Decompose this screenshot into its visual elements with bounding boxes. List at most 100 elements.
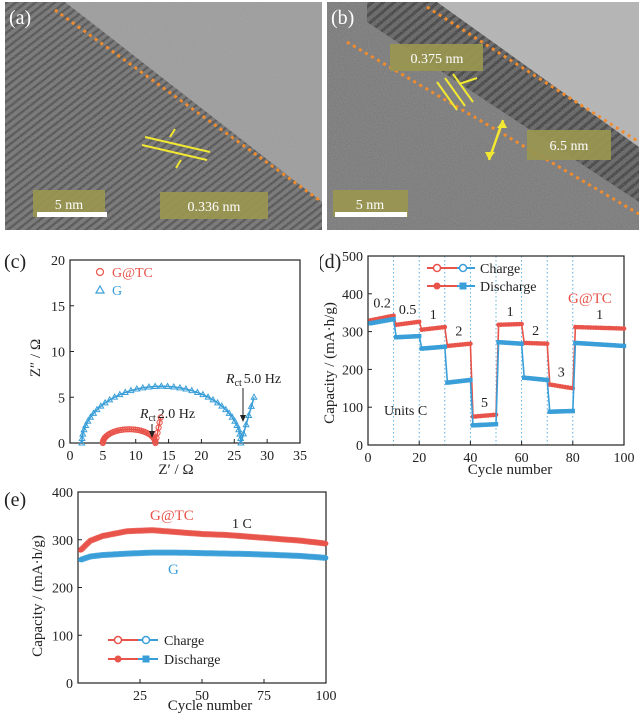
- data-point: [199, 390, 207, 398]
- x-axis-label-e: Cycle number: [168, 698, 253, 714]
- data-point: [383, 318, 389, 323]
- panel-label-b: (b): [331, 7, 354, 29]
- annotation-rct-gtc: Rct 2.0 Hz: [139, 407, 195, 438]
- series-c: [78, 382, 258, 447]
- x-tick-label: 25: [133, 689, 147, 704]
- data-point: [151, 382, 159, 389]
- data-point: [416, 319, 422, 325]
- data-point: [498, 340, 504, 345]
- measurement-label: 0.336 nm: [188, 200, 241, 215]
- data-point: [209, 395, 217, 403]
- data-point: [399, 334, 404, 340]
- data-point: [218, 402, 226, 409]
- data-point: [437, 344, 442, 350]
- data-point: [488, 422, 494, 427]
- y-tick-label: 400: [52, 486, 73, 501]
- data-point: [588, 341, 593, 347]
- x-tick-label: 35: [293, 449, 307, 464]
- legend-charge-marker-e: [113, 635, 123, 645]
- legend-charge-label: Charge: [480, 262, 520, 277]
- data-point: [145, 382, 153, 390]
- data-point: [409, 334, 414, 339]
- data-point: [473, 423, 478, 428]
- legend-discharge-marker-e: [114, 655, 122, 663]
- measurement-box-side: [527, 130, 611, 160]
- data-point: [231, 417, 239, 424]
- data-point: [529, 376, 535, 381]
- data-point: [323, 555, 329, 561]
- data-point: [228, 413, 236, 420]
- rate-label: 0.5: [399, 303, 417, 318]
- data-point: [568, 408, 573, 414]
- legend-charge-marker: [432, 263, 442, 273]
- y-tick-label: 20: [51, 254, 65, 269]
- y-tick-label: 0: [58, 437, 65, 452]
- data-point: [78, 438, 86, 446]
- data-point: [442, 344, 447, 349]
- data-point: [504, 340, 509, 345]
- data-point: [429, 345, 435, 350]
- data-point: [596, 342, 601, 347]
- data-point: [516, 341, 522, 346]
- data-point: [585, 341, 591, 346]
- y-tick-label: 10: [51, 346, 65, 361]
- data-point: [506, 340, 511, 346]
- data-point: [501, 340, 506, 345]
- y-tick-label: 100: [52, 629, 73, 644]
- data-point: [128, 426, 135, 433]
- data-point: [460, 378, 465, 384]
- data-point: [119, 426, 127, 433]
- data-point: [89, 409, 98, 416]
- data-point: [593, 342, 599, 347]
- data-point: [188, 386, 196, 394]
- data-point: [475, 422, 481, 428]
- plot-frame: [367, 255, 625, 446]
- data-point: [80, 425, 88, 433]
- data-point: [442, 324, 448, 330]
- panel-b: (b) 0.375 nm 6.5 nm 5 nm: [327, 2, 639, 230]
- data-point: [583, 341, 588, 346]
- y-tick-label: 0: [356, 439, 363, 454]
- data-point: [133, 385, 141, 392]
- y-tick-label: 0: [66, 677, 73, 692]
- data-point: [532, 376, 537, 381]
- data-point: [170, 382, 178, 390]
- tem-image-b: (b) 0.375 nm 6.5 nm 5 nm: [327, 2, 639, 230]
- data-point: [598, 342, 604, 347]
- data-point: [213, 398, 222, 406]
- x-tick-label: 30: [260, 449, 274, 464]
- legend-charge-label-e: Charge: [164, 634, 204, 649]
- rate-label: 1: [596, 308, 603, 323]
- data-point: [86, 413, 95, 420]
- data-point: [204, 393, 212, 400]
- data-point: [457, 378, 463, 384]
- measurement-box-top: [390, 44, 483, 71]
- measurement-box: [160, 192, 268, 219]
- data-point: [126, 426, 133, 433]
- data-point: [591, 341, 596, 347]
- data-point: [580, 341, 586, 346]
- legend-d: Charge Discharge: [427, 262, 537, 295]
- data-point: [560, 409, 565, 414]
- tem-image-a: (a) 5 nm 0.336 nm: [5, 2, 322, 230]
- data-point: [422, 346, 427, 351]
- panel-a: (a) 5 nm 0.336 nm: [5, 2, 322, 230]
- data-point: [396, 334, 401, 340]
- x-tick-label: 60: [515, 451, 529, 466]
- measurement-top-label: 0.375 nm: [411, 52, 464, 67]
- data-point: [157, 382, 165, 389]
- data-point: [621, 343, 627, 349]
- data-point: [544, 341, 550, 346]
- x-tick-label: 80: [566, 451, 580, 466]
- data-point: [565, 408, 570, 414]
- data-point: [235, 425, 243, 433]
- x-tick-label: 75: [257, 689, 271, 704]
- data-point: [123, 426, 131, 433]
- data-point: [611, 343, 616, 348]
- axes-c: 0 5 10 15 20 25 30 35 0 5 10 15 20: [51, 254, 307, 464]
- nyquist-chart: (c) Z″ / Ω Z′ / Ω 0 5 10 15 20 25 30 35 0 5 10 15 20…: [4, 251, 307, 478]
- axes-e: 25 50 75 100 0 100 200 300 400: [52, 486, 337, 704]
- y-axis-label: Z″ / Ω: [28, 339, 44, 377]
- data-point: [552, 409, 558, 414]
